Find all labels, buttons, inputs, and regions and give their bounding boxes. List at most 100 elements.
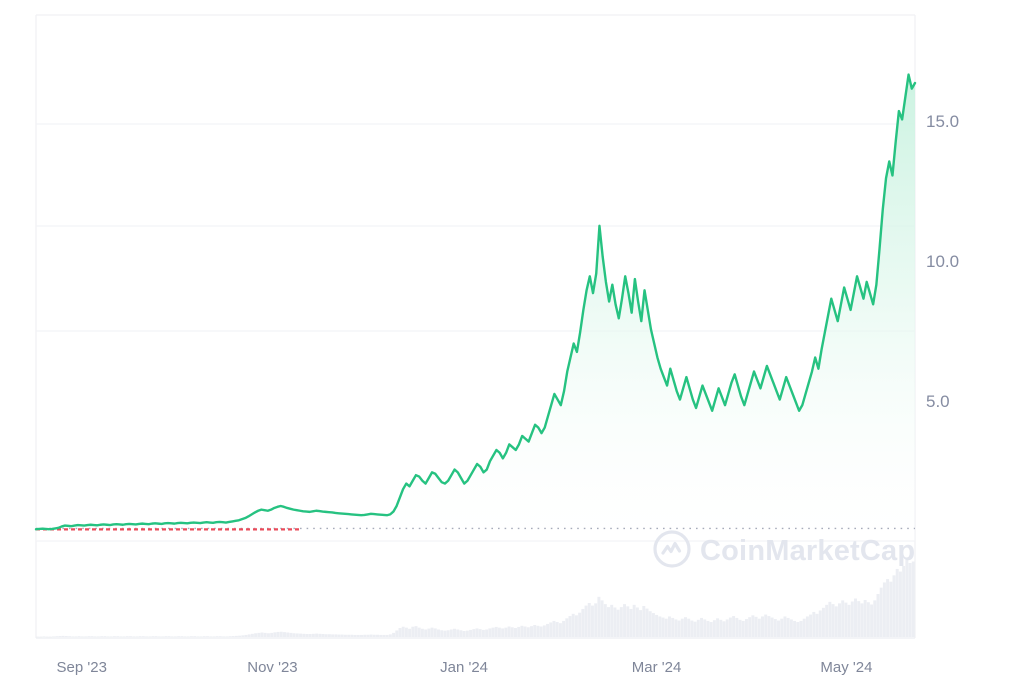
volume-histogram [36,560,915,638]
volume-bar [603,604,607,637]
coinmarketcap-watermark: CoinMarketCap [653,530,915,568]
volume-bar [433,628,437,637]
volume-bar [732,616,736,637]
volume-bar [417,627,421,637]
volume-bar [728,617,732,637]
volume-bar [331,634,335,637]
volume-bar [109,636,113,638]
volume-bar [841,600,845,637]
volume-bar [639,610,643,637]
volume-bar [716,618,720,637]
volume-bar [48,636,52,638]
volume-bar [642,605,646,637]
volume-bar [360,634,363,637]
volume-bar [860,603,864,637]
price-line [34,73,917,531]
volume-bar [77,636,81,637]
volume-bar [533,625,537,637]
volume-bar [199,636,203,638]
volume-bar [898,571,902,637]
volume-bar [186,636,190,638]
volume-bar [594,603,598,637]
volume-bar [497,627,501,637]
volume-bar [343,634,347,637]
volume-bar [183,636,187,638]
volume-bar [854,598,857,637]
volume-bar [84,636,88,638]
volume-bar [838,603,841,637]
volume-bar [247,634,251,637]
volume-bar [379,634,383,637]
reference-line [36,527,915,531]
volume-bar [761,616,764,637]
volume-bar [36,636,39,638]
volume-bar [863,600,867,637]
volume-bar [590,605,594,637]
volume-bar [122,636,126,638]
volume-bar [616,609,620,637]
volume-bar [382,634,386,637]
volume-bar [327,634,331,637]
x-axis-tick-label: Mar '24 [632,659,682,676]
volume-bar [372,634,376,637]
volume-bar [623,604,627,637]
volume-bar [68,636,72,637]
volume-bar [411,626,415,637]
volume-bar [212,636,216,638]
volume-bar [465,630,469,637]
x-axis-tick-label: Sep '23 [57,659,107,676]
volume-bar [587,602,591,637]
volume-bar [542,625,546,637]
volume-bar [485,629,489,637]
volume-bar [626,606,630,637]
volume-bar [475,628,479,637]
y-axis-tick-label: 10.0 [926,252,959,271]
volume-bar [437,629,440,637]
volume-bar [664,618,668,637]
volume-bar [825,604,829,637]
volume-bar [55,636,59,637]
volume-bar [112,636,116,637]
volume-bar [289,632,293,637]
volume-bar [398,628,402,637]
volume-bar [578,612,582,637]
volume-bar [180,636,184,637]
volume-bar [61,635,65,637]
volume-bar [266,633,270,637]
volume-bar [350,634,354,637]
volume-bar [805,616,809,637]
volume-bar [635,607,639,637]
volume-bar [632,604,636,637]
volume-bar [674,619,678,637]
volume-bar [74,636,78,638]
volume-bar [145,636,149,638]
volume-bar [283,632,286,637]
volume-bar [449,629,453,637]
volume-bar [241,635,245,637]
volume-bar [193,636,197,637]
volume-bar [279,631,283,637]
volume-bar [340,634,344,637]
volume-bar [45,636,49,638]
volume-bar [356,634,360,637]
volume-bar [408,628,412,637]
volume-bar [125,636,129,637]
volume-bar [39,636,43,638]
coinmarketcap-logo-icon [653,530,691,568]
volume-bar [735,617,739,637]
x-axis-tick-label: Jan '24 [440,659,488,676]
volume-bar [645,608,649,637]
volume-bar [427,628,431,637]
volume-bar [584,605,588,637]
volume-bar [170,636,174,638]
volume-bar [459,630,463,637]
volume-bar [574,615,578,637]
volume-bar [613,607,617,637]
volume-bar [802,618,806,637]
volume-bar [648,611,652,637]
volume-bar [876,594,880,637]
volume-bar [818,610,822,637]
volume-bar [196,636,200,638]
volume-bar [456,629,460,637]
